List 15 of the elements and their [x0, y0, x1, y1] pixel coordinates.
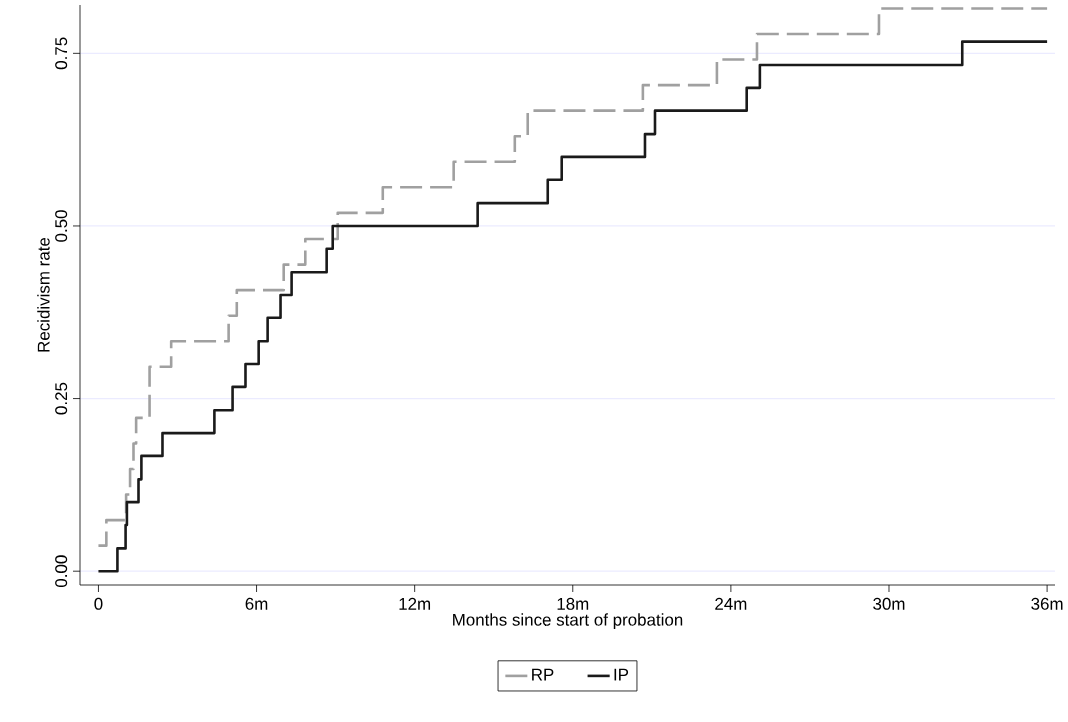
x-axis-title: Months since start of probation — [453, 613, 683, 630]
x-tick-label: 36m — [1031, 597, 1063, 610]
legend-label: IP — [614, 668, 629, 681]
x-tick-label: 6m — [245, 597, 268, 610]
x-tick-label: 0 — [94, 597, 103, 610]
y-tick-label: 0.25 — [55, 382, 68, 415]
y-tick-label: 0.75 — [55, 37, 68, 70]
y-tick-label: 0.50 — [55, 210, 68, 242]
x-tick-label: 12m — [399, 597, 431, 610]
x-tick-label: 30m — [873, 597, 905, 610]
legend-label: RP — [532, 668, 554, 681]
y-tick-label: 0.00 — [55, 555, 68, 588]
x-tick-label: 24m — [715, 597, 747, 610]
y-axis-title: Recidivism rate — [37, 237, 50, 352]
x-tick-label: 18m — [557, 597, 589, 610]
